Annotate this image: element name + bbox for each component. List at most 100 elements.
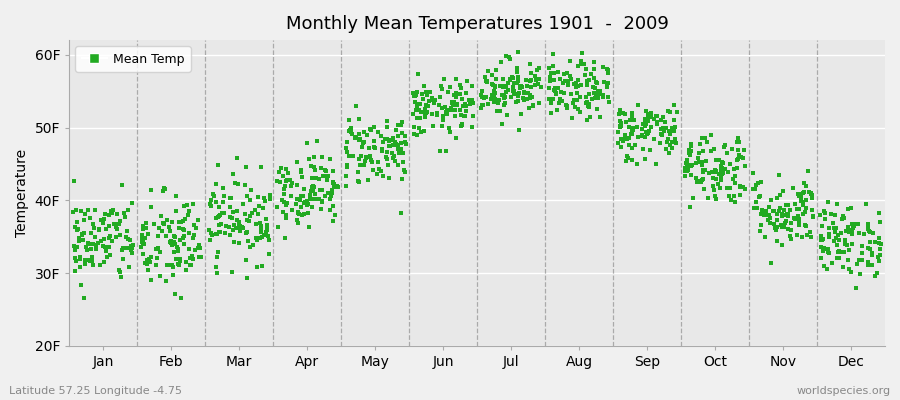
- Point: [302, 200, 316, 207]
- Point: [162, 224, 176, 230]
- Point: [445, 105, 459, 111]
- Point: [476, 102, 491, 108]
- Point: [704, 132, 718, 138]
- Point: [630, 123, 644, 130]
- Point: [490, 108, 504, 114]
- Point: [274, 197, 289, 203]
- Point: [410, 106, 424, 113]
- Point: [203, 237, 218, 243]
- Point: [796, 199, 810, 206]
- Point: [585, 96, 599, 102]
- Point: [731, 156, 745, 163]
- Point: [712, 156, 726, 163]
- Point: [655, 126, 670, 132]
- Point: [301, 210, 315, 216]
- Point: [70, 244, 85, 251]
- Point: [86, 262, 100, 268]
- Point: [734, 154, 749, 160]
- Point: [181, 211, 195, 218]
- Point: [840, 242, 854, 248]
- Point: [453, 82, 467, 88]
- Point: [523, 92, 537, 98]
- Point: [292, 211, 306, 217]
- Point: [544, 110, 558, 116]
- Point: [223, 195, 238, 201]
- Point: [477, 95, 491, 102]
- Point: [73, 264, 87, 270]
- Point: [194, 244, 208, 251]
- Point: [321, 173, 336, 180]
- Point: [518, 96, 532, 103]
- Point: [443, 129, 457, 136]
- Point: [823, 250, 837, 256]
- Point: [783, 207, 797, 213]
- Point: [587, 59, 601, 65]
- Point: [836, 213, 850, 220]
- Point: [699, 139, 714, 145]
- Point: [464, 124, 479, 130]
- Point: [545, 63, 560, 69]
- Point: [720, 185, 734, 191]
- Point: [446, 100, 460, 107]
- Point: [646, 136, 661, 142]
- Point: [723, 161, 737, 168]
- Point: [211, 249, 225, 255]
- Point: [501, 80, 516, 86]
- Point: [116, 245, 130, 251]
- Point: [497, 101, 511, 108]
- Point: [308, 191, 322, 197]
- Point: [613, 118, 627, 124]
- Point: [278, 234, 293, 241]
- Point: [587, 66, 601, 72]
- Point: [715, 159, 729, 166]
- Point: [249, 237, 264, 244]
- Point: [393, 140, 408, 146]
- Point: [657, 128, 671, 134]
- Point: [292, 197, 307, 203]
- Point: [497, 93, 511, 99]
- Point: [495, 121, 509, 128]
- Point: [92, 227, 106, 234]
- Point: [395, 130, 410, 136]
- Point: [417, 128, 431, 134]
- Point: [172, 262, 186, 268]
- Point: [775, 242, 789, 248]
- Point: [508, 99, 523, 105]
- Point: [520, 96, 535, 102]
- Point: [143, 254, 157, 261]
- Point: [806, 213, 821, 220]
- Point: [150, 245, 165, 251]
- Point: [799, 183, 814, 190]
- Point: [172, 225, 186, 231]
- Point: [374, 168, 388, 174]
- Point: [194, 253, 209, 260]
- Point: [104, 208, 118, 215]
- Point: [871, 254, 886, 260]
- Point: [668, 124, 682, 130]
- Point: [406, 111, 420, 118]
- Point: [860, 226, 875, 232]
- Point: [683, 204, 698, 210]
- Point: [626, 113, 640, 119]
- Point: [67, 178, 81, 184]
- Point: [223, 204, 238, 210]
- Point: [277, 186, 292, 192]
- Point: [435, 86, 449, 92]
- Point: [245, 210, 259, 216]
- Point: [178, 266, 193, 273]
- Point: [557, 78, 572, 84]
- Point: [622, 124, 636, 131]
- Point: [392, 122, 406, 129]
- Point: [325, 190, 339, 196]
- Point: [804, 234, 818, 240]
- Point: [581, 76, 596, 83]
- Point: [806, 214, 821, 220]
- Point: [454, 123, 468, 129]
- Point: [155, 228, 169, 234]
- Point: [799, 196, 814, 203]
- Point: [496, 84, 510, 90]
- Point: [761, 211, 776, 218]
- Point: [772, 208, 787, 214]
- Point: [75, 232, 89, 238]
- Point: [339, 139, 354, 145]
